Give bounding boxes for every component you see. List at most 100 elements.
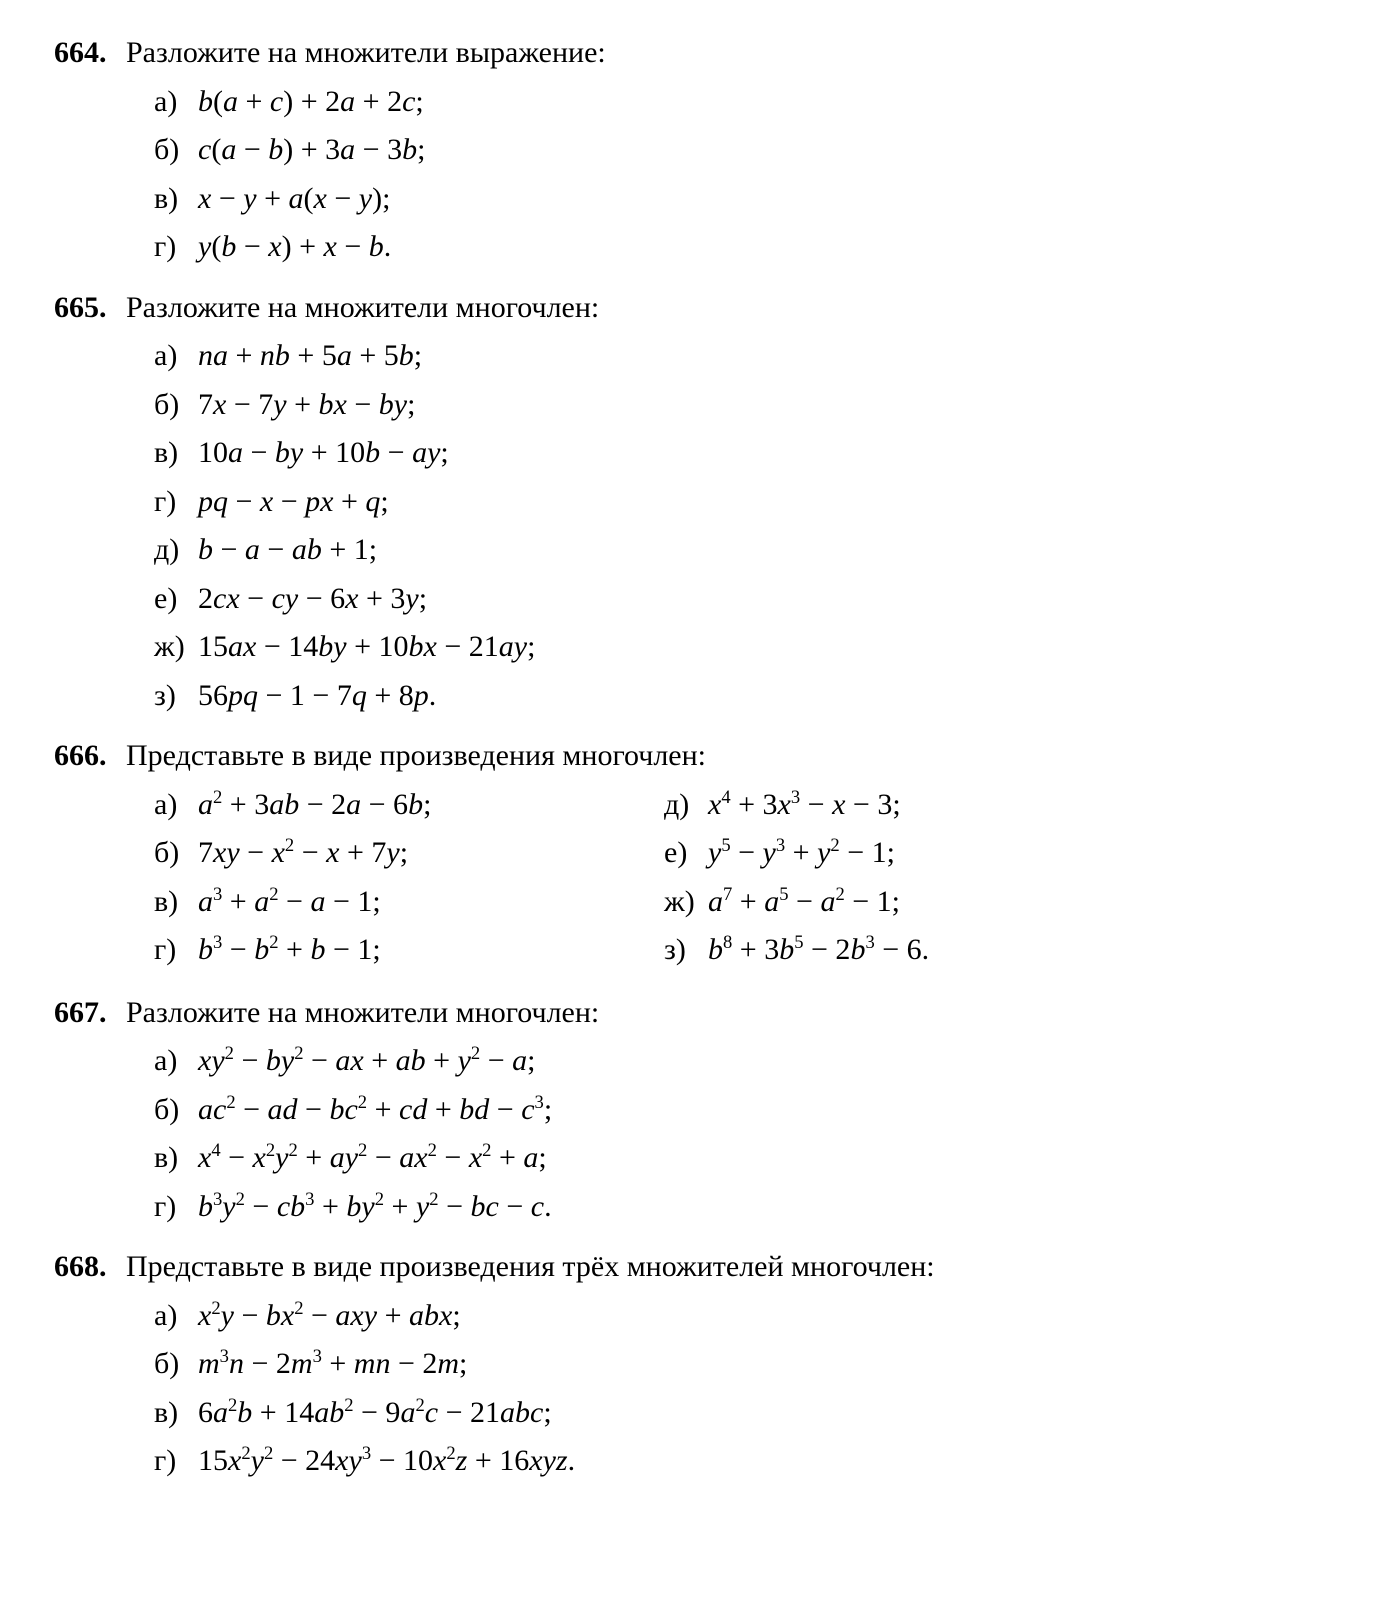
problem-item: г)pq − x − px + q; [154, 479, 1386, 526]
problem-item: б)c(a − b) + 3a − 3b; [154, 127, 1386, 174]
problem-item: б)ac2 − ad − bc2 + cd + bd − c3; [154, 1087, 1386, 1134]
item-letter: б) [154, 127, 198, 174]
problem-number: 664. [54, 30, 126, 77]
item-letter: в) [154, 430, 198, 477]
problem-header: 666.Представьте в виде произведения мног… [54, 733, 1386, 780]
problem-item: д)b − a − ab + 1; [154, 527, 1386, 574]
item-expression: a2 + 3ab − 2a − 6b; [198, 788, 431, 821]
problem-prompt: Разложите на множители многочлен: [126, 990, 599, 1037]
item-expression: 7x − 7y + bx − by; [198, 388, 415, 421]
item-expression: a3 + a2 − a − 1; [198, 885, 381, 918]
item-letter: б) [154, 1087, 198, 1134]
problem-item: ж)15ax − 14by + 10bx − 21ay; [154, 624, 1386, 671]
item-letter: г) [154, 1184, 198, 1231]
item-expression: ac2 − ad − bc2 + cd + bd − c3; [198, 1093, 552, 1126]
left-column: а)a2 + 3ab − 2a − 6b;б)7xy − x2 − x + 7y… [154, 780, 664, 976]
item-expression: x − y + a(x − y); [198, 182, 390, 215]
item-letter: б) [154, 830, 198, 877]
item-letter: в) [154, 1390, 198, 1437]
problem-item: з)56pq − 1 − 7q + 8p. [154, 673, 1386, 720]
item-expression: b3y2 − cb3 + by2 + y2 − bc − c. [198, 1190, 552, 1223]
problem-item: а)b(a + c) + 2a + 2c; [154, 79, 1386, 126]
problem-header: 664.Разложите на множители выражение: [54, 30, 1386, 77]
item-expression: 10a − by + 10b − ay; [198, 436, 449, 469]
problem-item: б)m3n − 2m3 + mn − 2m; [154, 1341, 1386, 1388]
problem-header: 667.Разложите на множители многочлен: [54, 990, 1386, 1037]
item-letter: г) [154, 224, 198, 271]
problem-item: а)a2 + 3ab − 2a − 6b; [154, 782, 664, 829]
item-letter: б) [154, 1341, 198, 1388]
problem-list: 664.Разложите на множители выражение:а)b… [54, 30, 1386, 1485]
item-letter: з) [154, 673, 198, 720]
item-letter: е) [664, 830, 708, 877]
item-letter: г) [154, 1438, 198, 1485]
item-letter: а) [154, 782, 198, 829]
problem-item: г)15x2y2 − 24xy3 − 10x2z + 16xyz. [154, 1438, 1386, 1485]
item-expression: na + nb + 5a + 5b; [198, 339, 422, 372]
item-letter: б) [154, 382, 198, 429]
item-letter: в) [154, 176, 198, 223]
problem-header: 665.Разложите на множители многочлен: [54, 285, 1386, 332]
item-letter: ж) [664, 879, 708, 926]
problem-item: г)b3y2 − cb3 + by2 + y2 − bc − c. [154, 1184, 1386, 1231]
problem-item: з)b8 + 3b5 − 2b3 − 6. [664, 927, 1174, 974]
item-expression: 56pq − 1 − 7q + 8p. [198, 679, 436, 712]
item-expression: 15ax − 14by + 10bx − 21ay; [198, 630, 535, 663]
right-column: д)x4 + 3x3 − x − 3;е)y5 − y3 + y2 − 1;ж)… [664, 780, 1174, 976]
item-letter: д) [664, 782, 708, 829]
item-expression: c(a − b) + 3a − 3b; [198, 133, 425, 166]
item-letter: г) [154, 927, 198, 974]
problem-number: 668. [54, 1244, 126, 1291]
problem-prompt: Представьте в виде произведения многочле… [126, 733, 706, 780]
problem-number: 667. [54, 990, 126, 1037]
item-letter: а) [154, 79, 198, 126]
problem-item: е)2cx − cy − 6x + 3y; [154, 576, 1386, 623]
item-expression: a7 + a5 − a2 − 1; [708, 885, 900, 918]
problem-items: а)x2y − bx2 − axy + abx;б)m3n − 2m3 + mn… [54, 1293, 1386, 1485]
item-expression: x2y − bx2 − axy + abx; [198, 1299, 461, 1332]
item-letter: ж) [154, 624, 198, 671]
item-expression: x4 − x2y2 + ay2 − ax2 − x2 + a; [198, 1141, 547, 1174]
item-expression: x4 + 3x3 − x − 3; [708, 788, 901, 821]
problem-item: г)y(b − x) + x − b. [154, 224, 1386, 271]
item-letter: а) [154, 333, 198, 380]
problem-item: в)10a − by + 10b − ay; [154, 430, 1386, 477]
problem: 666.Представьте в виде произведения мног… [54, 733, 1386, 976]
item-letter: в) [154, 879, 198, 926]
item-expression: b3 − b2 + b − 1; [198, 933, 381, 966]
problem-prompt: Представьте в виде произведения трёх мно… [126, 1244, 935, 1291]
problem-prompt: Разложите на множители выражение: [126, 30, 606, 77]
problem-items: а)a2 + 3ab − 2a − 6b;б)7xy − x2 − x + 7y… [54, 780, 1386, 976]
problem-number: 665. [54, 285, 126, 332]
problem-item: в)x − y + a(x − y); [154, 176, 1386, 223]
item-expression: 7xy − x2 − x + 7y; [198, 836, 408, 869]
item-letter: а) [154, 1038, 198, 1085]
item-letter: д) [154, 527, 198, 574]
item-expression: b8 + 3b5 − 2b3 − 6. [708, 933, 929, 966]
item-letter: а) [154, 1293, 198, 1340]
item-letter: е) [154, 576, 198, 623]
problem-item: б)7x − 7y + bx − by; [154, 382, 1386, 429]
problem-header: 668.Представьте в виде произведения трёх… [54, 1244, 1386, 1291]
problem-item: а)x2y − bx2 − axy + abx; [154, 1293, 1386, 1340]
item-expression: xy2 − by2 − ax + ab + y2 − a; [198, 1044, 535, 1077]
item-letter: в) [154, 1135, 198, 1182]
problem-item: в)6a2b + 14ab2 − 9a2c − 21abc; [154, 1390, 1386, 1437]
problem-number: 666. [54, 733, 126, 780]
problem-item: е)y5 − y3 + y2 − 1; [664, 830, 1174, 877]
problem-prompt: Разложите на множители многочлен: [126, 285, 599, 332]
problem: 668.Представьте в виде произведения трёх… [54, 1244, 1386, 1485]
item-expression: b(a + c) + 2a + 2c; [198, 85, 424, 118]
problem-items: а)xy2 − by2 − ax + ab + y2 − a;б)ac2 − a… [54, 1038, 1386, 1230]
item-expression: b − a − ab + 1; [198, 533, 377, 566]
problem-item: в)x4 − x2y2 + ay2 − ax2 − x2 + a; [154, 1135, 1386, 1182]
item-expression: 6a2b + 14ab2 − 9a2c − 21abc; [198, 1396, 552, 1429]
problem: 664.Разложите на множители выражение:а)b… [54, 30, 1386, 271]
item-expression: y5 − y3 + y2 − 1; [708, 836, 895, 869]
item-expression: pq − x − px + q; [198, 485, 389, 518]
problem-item: а)xy2 − by2 − ax + ab + y2 − a; [154, 1038, 1386, 1085]
problem-item: в)a3 + a2 − a − 1; [154, 879, 664, 926]
item-expression: 15x2y2 − 24xy3 − 10x2z + 16xyz. [198, 1444, 575, 1477]
problem-item: д)x4 + 3x3 − x − 3; [664, 782, 1174, 829]
problem-item: б)7xy − x2 − x + 7y; [154, 830, 664, 877]
